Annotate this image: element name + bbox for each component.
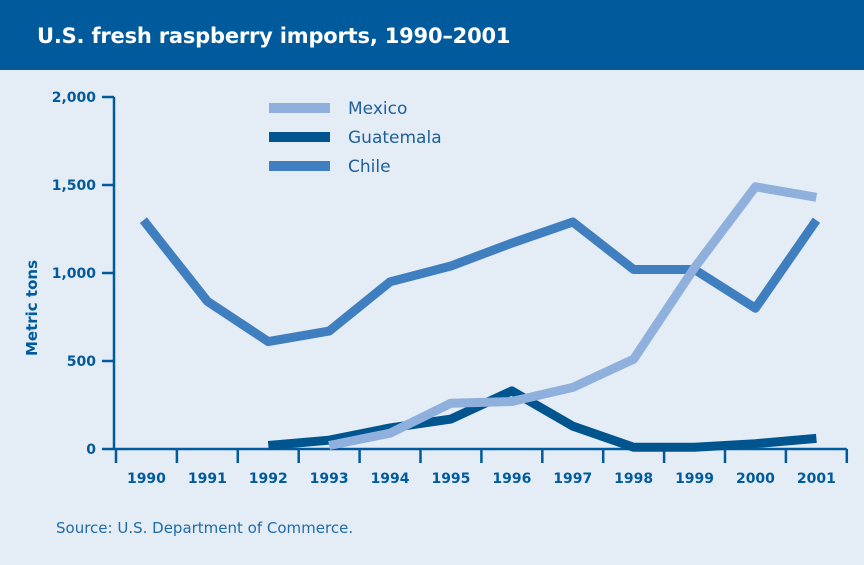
y-tick-label: 1,500: [52, 178, 97, 194]
x-tick-label: 1994: [371, 471, 410, 487]
y-tick-label: 500: [67, 354, 96, 370]
x-tick-label: 1998: [614, 471, 653, 487]
legend: Mexico Guatemala Chile: [269, 99, 442, 177]
legend-label-guatemala: Guatemala: [348, 128, 442, 148]
x-tick-label: 1995: [431, 471, 470, 487]
title-bar: U.S. fresh raspberry imports, 1990–2001: [0, 0, 864, 70]
x-tick-label: 1991: [188, 471, 227, 487]
y-tick-label: 0: [86, 442, 96, 458]
source-note: Source: U.S. Department of Commerce.: [56, 519, 354, 537]
x-tick-label: 2001: [797, 471, 836, 487]
x-tick-label: 2000: [736, 471, 775, 487]
y-axis-label: Metric tons: [23, 260, 41, 356]
x-tick-label: 1997: [553, 471, 592, 487]
x-tick-label: 1999: [675, 471, 714, 487]
series-line-mexico: [328, 182, 818, 450]
legend-label-chile: Chile: [348, 157, 391, 177]
x-tick-label: 1990: [127, 471, 166, 487]
series-line-chile: [139, 217, 821, 347]
legend-label-mexico: Mexico: [348, 99, 407, 119]
chart-title: U.S. fresh raspberry imports, 1990–2001: [37, 24, 511, 48]
series-line-guatemala: [267, 386, 817, 452]
y-tick-label: 1,000: [52, 266, 97, 282]
x-tick-label: 1992: [249, 471, 288, 487]
series-layer: [139, 182, 821, 452]
x-tick-label: 1996: [492, 471, 531, 487]
x-tick-label: 1993: [310, 471, 349, 487]
axes: 0 500 1,000 1,500 2,000 1990 1991 1992 1993 1994 1…: [52, 90, 849, 487]
y-tick-label: 2,000: [52, 90, 97, 106]
